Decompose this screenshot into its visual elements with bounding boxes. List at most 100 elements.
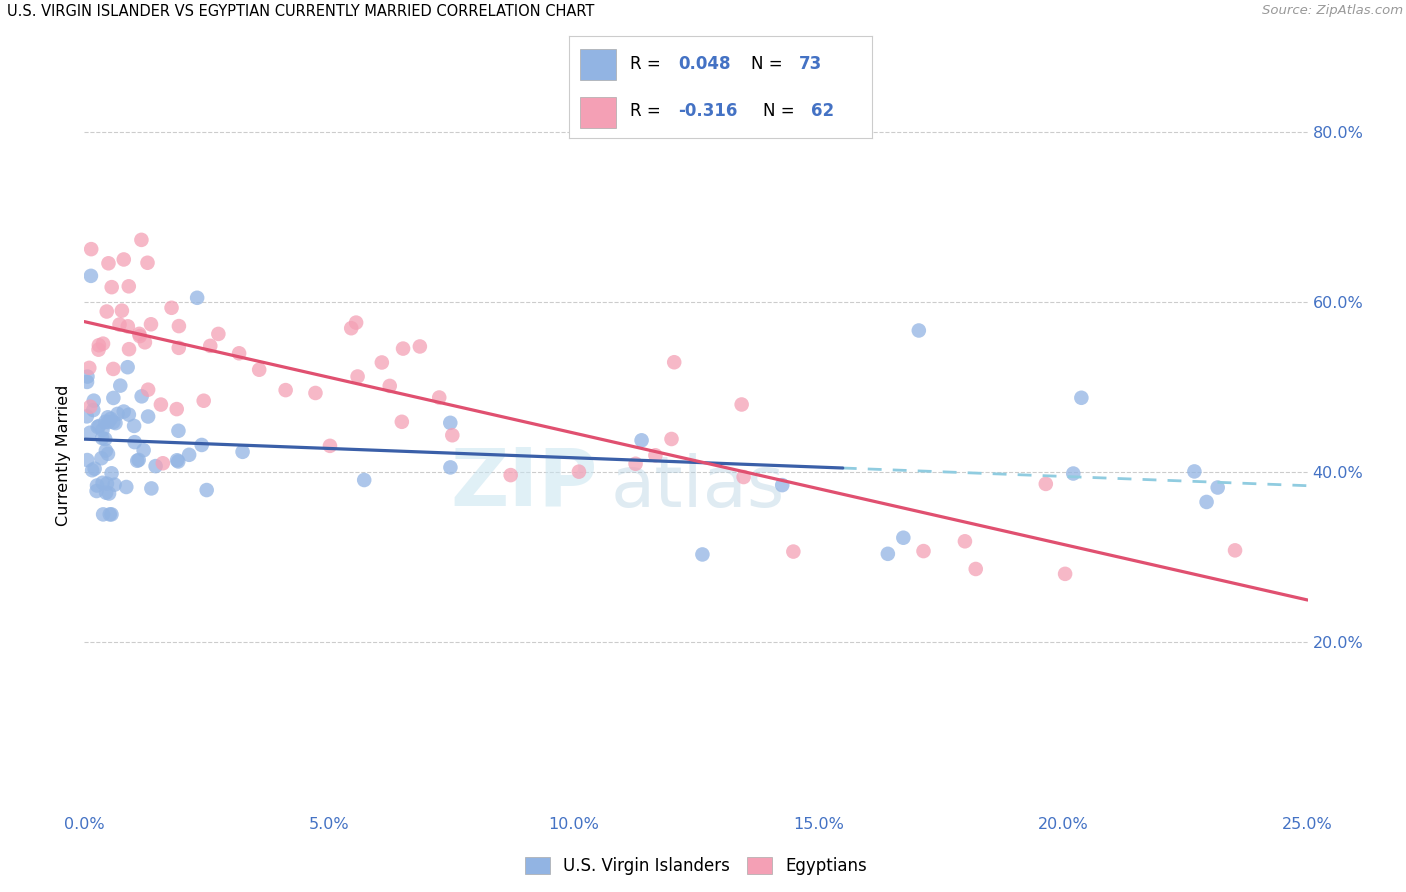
Point <box>131 389 153 403</box>
Point <box>87 338 110 352</box>
Point <box>427 391 450 405</box>
Point <box>167 454 190 468</box>
Point <box>891 531 914 545</box>
Point <box>91 431 114 445</box>
Point <box>136 409 159 424</box>
Point <box>117 319 139 334</box>
Point <box>353 473 375 487</box>
Point <box>733 470 755 484</box>
Point <box>630 434 652 448</box>
Text: R =: R = <box>630 102 666 120</box>
Point <box>91 475 114 490</box>
Point <box>90 451 112 466</box>
Point <box>97 447 120 461</box>
Point <box>247 362 270 376</box>
Legend: U.S. Virgin Islanders, Egyptians: U.S. Virgin Islanders, Egyptians <box>519 850 873 882</box>
Point <box>80 242 103 256</box>
Point <box>207 326 229 341</box>
Point <box>77 360 100 375</box>
Point <box>100 412 122 426</box>
Point <box>441 428 464 442</box>
Point <box>76 409 98 424</box>
Point <box>195 483 218 497</box>
Text: -0.316: -0.316 <box>678 102 738 120</box>
Point <box>117 360 139 375</box>
Point <box>1054 566 1077 581</box>
Point <box>141 482 163 496</box>
Text: R =: R = <box>630 55 666 73</box>
Point <box>87 343 110 357</box>
Point <box>166 453 188 467</box>
Point <box>94 432 117 446</box>
Point <box>97 256 120 270</box>
Point <box>128 326 150 341</box>
Point <box>200 339 222 353</box>
Point <box>76 453 98 467</box>
Point <box>193 393 215 408</box>
Point <box>91 423 114 437</box>
Point <box>1062 467 1084 481</box>
Point <box>319 439 342 453</box>
Point <box>94 485 117 500</box>
Text: ZIP: ZIP <box>451 444 598 523</box>
Point <box>378 379 401 393</box>
Point <box>145 459 167 474</box>
Point <box>730 397 752 411</box>
Point <box>134 335 156 350</box>
Point <box>110 378 132 392</box>
Point <box>118 408 141 422</box>
Point <box>112 252 135 267</box>
Point <box>136 383 159 397</box>
Point <box>149 398 172 412</box>
Point <box>274 383 297 397</box>
Text: atlas: atlas <box>610 452 785 522</box>
Point <box>965 562 987 576</box>
Point <box>86 478 108 492</box>
Point <box>568 465 591 479</box>
Point <box>91 508 114 522</box>
Point <box>86 420 108 434</box>
Point <box>97 410 120 425</box>
Point <box>1182 464 1205 478</box>
Point <box>100 508 122 522</box>
Point <box>1070 391 1092 405</box>
Point <box>167 341 190 355</box>
Point <box>96 476 118 491</box>
Point <box>190 438 212 452</box>
Point <box>122 418 145 433</box>
Point <box>111 303 134 318</box>
Point <box>782 544 804 558</box>
Point <box>664 355 686 369</box>
Point <box>80 268 103 283</box>
Text: Source: ZipAtlas.com: Source: ZipAtlas.com <box>1263 4 1403 18</box>
Point <box>136 256 159 270</box>
Point <box>953 534 976 549</box>
Point <box>1206 481 1229 495</box>
Point <box>76 369 98 384</box>
Point <box>876 547 898 561</box>
Point <box>439 416 461 430</box>
Point <box>166 402 188 417</box>
Text: 62: 62 <box>811 102 834 120</box>
Point <box>97 415 120 429</box>
Point <box>107 407 129 421</box>
Point <box>82 463 104 477</box>
Text: U.S. VIRGIN ISLANDER VS EGYPTIAN CURRENTLY MARRIED CORRELATION CHART: U.S. VIRGIN ISLANDER VS EGYPTIAN CURRENT… <box>7 4 595 20</box>
Point <box>128 453 150 467</box>
Point <box>115 480 138 494</box>
Point <box>132 443 155 458</box>
Point <box>131 233 153 247</box>
Point <box>391 415 413 429</box>
Point <box>100 467 122 481</box>
Point <box>128 329 150 343</box>
Point <box>82 403 104 417</box>
Point <box>770 478 793 492</box>
Point <box>392 342 415 356</box>
Point <box>186 291 208 305</box>
Point <box>167 424 190 438</box>
Text: 0.048: 0.048 <box>678 55 731 73</box>
Point <box>439 460 461 475</box>
Point <box>94 443 117 458</box>
Point <box>661 432 683 446</box>
Point <box>692 548 714 562</box>
